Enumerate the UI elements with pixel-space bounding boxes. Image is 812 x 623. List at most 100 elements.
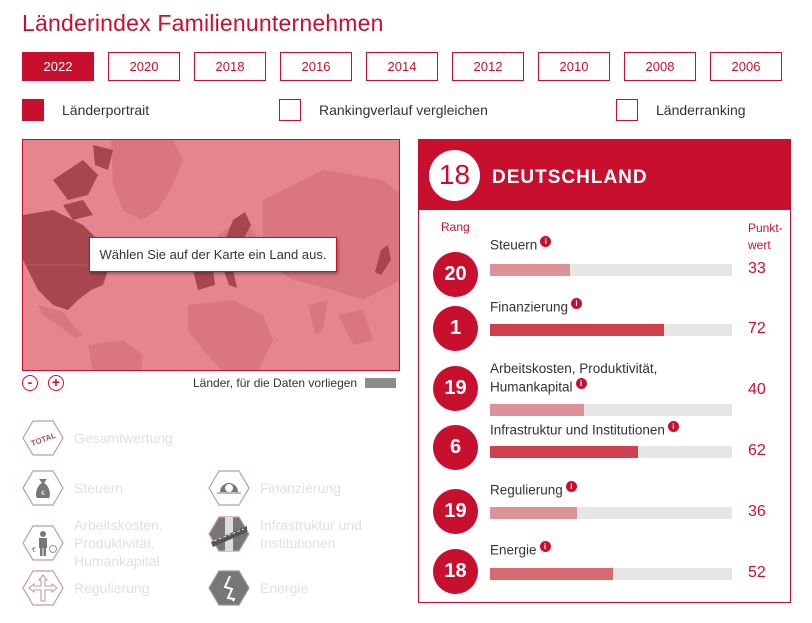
info-icon[interactable]: i xyxy=(667,421,679,432)
country-name: DEUTSCHLAND xyxy=(492,167,648,188)
score-column-header: Punkt- wert xyxy=(748,220,783,254)
row-label-text: Regulierung xyxy=(490,482,563,498)
row-label-text: Energie xyxy=(490,542,537,558)
year-tab-2018[interactable]: 2018 xyxy=(194,52,266,81)
score-value: 52 xyxy=(748,564,766,581)
total-hex-icon: TOTAL xyxy=(22,420,64,456)
info-icon[interactable]: i xyxy=(539,541,551,552)
score-bar-fill xyxy=(490,404,585,416)
score-bar xyxy=(490,324,732,336)
coin-hex-icon xyxy=(208,470,250,506)
row-label-text: Infrastruktur und Institutionen xyxy=(490,422,665,438)
svg-text:€: € xyxy=(41,491,45,497)
rank-badge: 6 xyxy=(433,425,478,470)
score-bar xyxy=(490,507,732,519)
world-map-shapes[interactable] xyxy=(23,140,400,371)
score-bar xyxy=(490,404,732,416)
row-label: Regulierung i xyxy=(490,481,577,500)
category-label: Steuern xyxy=(74,480,124,496)
map-zoom-controls: - + xyxy=(22,375,64,391)
year-tab-2014[interactable]: 2014 xyxy=(366,52,438,81)
panel-header: 18 DEUTSCHLAND xyxy=(419,140,790,210)
rank-badge: 19 xyxy=(433,366,478,411)
road-hex-icon xyxy=(208,516,250,552)
laenderranking-checkbox[interactable] xyxy=(616,99,638,121)
category-arbeitskosten[interactable]: € Arbeitskosten, Produktivität, Humankap… xyxy=(22,516,184,570)
year-tab-2010[interactable]: 2010 xyxy=(538,52,610,81)
map-legend: Länder, für die Daten vorliegen xyxy=(193,376,397,390)
row-label-text: Steuern xyxy=(490,237,538,253)
worker-hex-icon: € xyxy=(22,525,64,561)
row-label: Infrastruktur und Institutionen i xyxy=(490,421,679,440)
score-bar xyxy=(490,264,732,276)
score-value: 62 xyxy=(748,442,766,459)
score-value: 72 xyxy=(748,320,766,337)
rank-badge: 18 xyxy=(433,549,478,594)
arrows-hex-icon xyxy=(22,570,64,606)
category-infrastruktur[interactable]: Infrastruktur und Institutionen xyxy=(208,516,380,552)
rankingverlauf-checkbox[interactable] xyxy=(279,99,301,121)
info-icon[interactable]: i xyxy=(540,236,552,247)
info-icon[interactable]: i xyxy=(575,378,587,389)
row-label: Finanzierung i xyxy=(490,298,583,317)
category-gesamtwertung[interactable]: TOTAL Gesamtwertung xyxy=(22,420,173,456)
score-bar-fill xyxy=(490,507,578,519)
category-energie[interactable]: Energie xyxy=(208,570,308,606)
zoom-out-button[interactable]: - xyxy=(22,375,38,391)
rank-badge: 20 xyxy=(433,252,478,297)
laenderranking-label: Länderranking xyxy=(656,102,746,118)
year-tab-2008[interactable]: 2008 xyxy=(624,52,696,81)
score-bar-fill xyxy=(490,264,570,276)
row-label-text: Finanzierung xyxy=(490,299,569,315)
score-bar-fill xyxy=(490,446,638,458)
row-label-line2: Humankapital xyxy=(490,379,573,395)
category-steuern[interactable]: € Steuern xyxy=(22,470,123,506)
page-title: Länderindex Familienunternehmen xyxy=(22,10,384,36)
year-tab-2020[interactable]: 2020 xyxy=(108,52,180,81)
score-value: 33 xyxy=(748,260,766,277)
row-label: Energie i xyxy=(490,541,551,560)
year-tab-2022[interactable]: 2022 xyxy=(22,52,94,81)
category-label: Infrastruktur und Institutionen xyxy=(260,517,362,551)
row-label: Steuern i xyxy=(490,236,552,255)
category-finanzierung[interactable]: Finanzierung xyxy=(208,470,341,506)
score-bar xyxy=(490,446,732,458)
score-header-line2: wert xyxy=(748,238,771,252)
lightning-hex-icon xyxy=(208,570,250,606)
score-value: 40 xyxy=(748,381,766,398)
laenderportrait-label: Länderportrait xyxy=(62,102,150,118)
zoom-in-button[interactable]: + xyxy=(48,375,64,391)
mode-laenderportrait[interactable]: Länderportrait xyxy=(22,99,149,121)
category-label: Regulierung xyxy=(74,580,150,596)
year-tab-2012[interactable]: 2012 xyxy=(452,52,524,81)
info-icon[interactable]: i xyxy=(565,481,577,492)
score-bar-fill xyxy=(490,568,614,580)
map-legend-swatch xyxy=(365,378,397,388)
score-value: 36 xyxy=(748,503,766,520)
year-tab-2006[interactable]: 2006 xyxy=(710,52,782,81)
score-bar-fill xyxy=(490,324,665,336)
score-header-line1: Punkt- xyxy=(748,221,783,235)
category-label: Finanzierung xyxy=(260,480,341,496)
view-mode-options: Länderportrait Rankingverlauf vergleiche… xyxy=(22,99,782,123)
year-tabs: 2022 2020 2018 2016 2014 2012 2010 2008 … xyxy=(22,52,782,81)
map-legend-label: Länder, für die Daten vorliegen xyxy=(193,376,358,390)
rankingverlauf-label: Rankingverlauf vergleichen xyxy=(319,102,488,118)
rank-badge: 19 xyxy=(433,489,478,534)
category-label: Arbeitskosten, Produktivität, Humankapit… xyxy=(74,517,163,569)
score-bar xyxy=(490,568,732,580)
rank-badge: 1 xyxy=(433,306,478,351)
mode-rankingverlauf[interactable]: Rankingverlauf vergleichen xyxy=(279,99,488,121)
category-regulierung[interactable]: Regulierung xyxy=(22,570,150,606)
row-label-line1: Arbeitskosten, Produktivität, xyxy=(490,361,658,376)
money-bag-hex-icon: € xyxy=(22,470,64,506)
world-map[interactable]: Wählen Sie auf der Karte ein Land aus. xyxy=(22,139,400,371)
laenderportrait-checkbox[interactable] xyxy=(22,99,44,121)
mode-laenderranking[interactable]: Länderranking xyxy=(616,99,746,121)
info-icon[interactable]: i xyxy=(571,298,583,309)
svg-text:€: € xyxy=(32,547,36,554)
map-instruction-message: Wählen Sie auf der Karte ein Land aus. xyxy=(89,237,337,272)
year-tab-2016[interactable]: 2016 xyxy=(280,52,352,81)
category-selector: TOTAL Gesamtwertung € Steuern Finanzieru… xyxy=(22,420,402,620)
row-label: Arbeitskosten, Produktivität, Humankapit… xyxy=(490,360,657,397)
